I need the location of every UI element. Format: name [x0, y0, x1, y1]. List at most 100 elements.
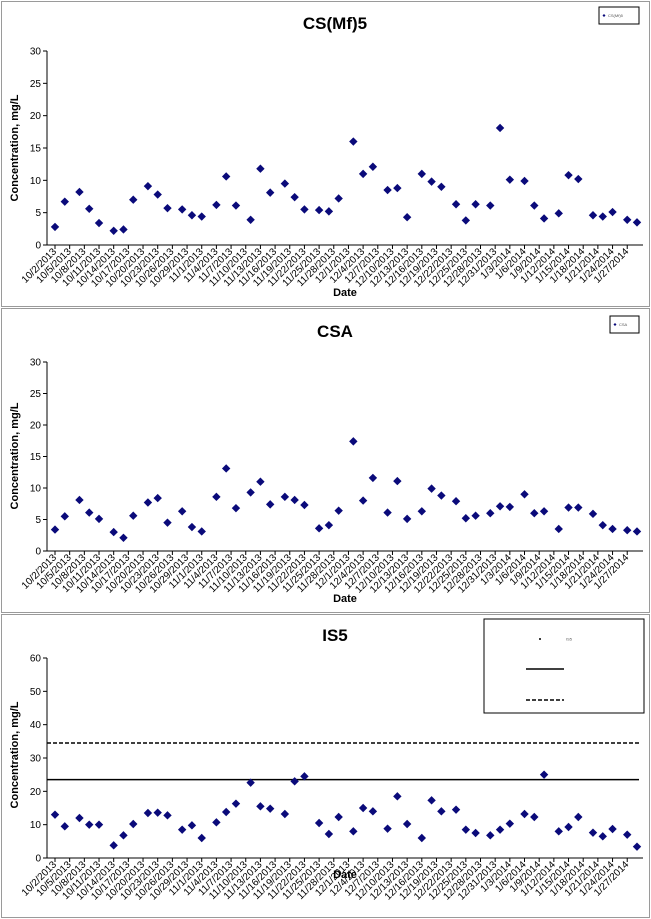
data-point: [187, 821, 197, 830]
data-point: [486, 831, 495, 840]
y-tick-label: 0: [35, 854, 41, 865]
legend-marker: [539, 638, 541, 640]
data-point: [539, 507, 549, 516]
data-point: [358, 169, 368, 179]
y-tick-label: 30: [30, 47, 42, 58]
y-tick-label: 10: [30, 484, 42, 495]
data-point: [280, 809, 290, 819]
data-point: [461, 216, 471, 225]
data-point: [143, 498, 153, 507]
data-point: [50, 810, 60, 819]
data-point: [608, 524, 617, 534]
data-point: [461, 825, 471, 834]
data-point: [314, 818, 324, 828]
legend: CSA: [609, 315, 640, 334]
data-point: [368, 807, 378, 816]
data-point: [231, 799, 241, 808]
data-point: [574, 503, 583, 512]
y-tick-label: 5: [35, 208, 41, 219]
data-point: [530, 812, 539, 822]
legend: IS5: [483, 618, 645, 714]
legend-label: CSA: [619, 322, 628, 327]
data-point: [417, 507, 427, 516]
data-point: [324, 520, 334, 530]
legend-box: [609, 315, 640, 334]
y-tick-label: 10: [30, 176, 42, 187]
data-point: [153, 493, 162, 503]
data-point: [197, 212, 206, 221]
data-point: [324, 207, 334, 216]
data-point: [358, 803, 368, 813]
data-point: [539, 770, 549, 779]
data-point: [564, 170, 573, 180]
data-point: [212, 200, 221, 210]
data-point: [221, 172, 231, 181]
data-point: [60, 197, 69, 206]
data-point: [129, 511, 138, 520]
y-tick-label: 30: [30, 358, 42, 369]
data-point: [598, 520, 607, 530]
chart-panel-is5: IS5 0 10 20 30 40 50 60 10/2/2013 10/5/2013 10/8/2…: [1, 614, 650, 918]
data-point: [554, 524, 563, 534]
data-point: [427, 796, 436, 805]
y-axis-title: Concentration, mg/L: [9, 701, 21, 808]
data-point: [461, 514, 471, 523]
x-axis-title: Date: [333, 869, 357, 881]
y-tick-label: 20: [30, 421, 42, 432]
y-tick-label: 15: [30, 452, 42, 463]
data-point: [539, 214, 549, 223]
data-point: [231, 503, 241, 513]
data-point: [129, 195, 138, 204]
data-point: [564, 503, 573, 512]
data-point: [530, 509, 539, 518]
data-point: [197, 833, 206, 843]
data-point: [256, 802, 265, 811]
data-point: [334, 812, 343, 822]
data-point: [177, 825, 187, 834]
legend-marker: [602, 14, 606, 17]
data-point: [437, 491, 446, 500]
data-point: [334, 194, 343, 203]
data-point: [598, 832, 607, 841]
data-point: [623, 526, 632, 535]
y-tick-label: 25: [30, 389, 42, 400]
data-point: [265, 500, 275, 509]
data-point: [50, 222, 60, 232]
data-point: [368, 162, 378, 171]
data-point: [60, 822, 69, 831]
legend-box: [598, 6, 640, 25]
chart-svg-is5: IS5010203040506010/2/201310/5/201310/8/2…: [9, 618, 645, 903]
data-point: [564, 822, 573, 832]
data-point: [231, 201, 241, 210]
data-point: [427, 484, 436, 493]
data-point: [119, 225, 128, 234]
data-point: [486, 509, 495, 518]
chart-title: CSA: [317, 322, 353, 341]
data-point: [451, 200, 461, 209]
data-point: [530, 201, 539, 210]
data-point: [94, 218, 104, 228]
data-point: [314, 524, 324, 533]
data-point: [427, 177, 436, 186]
data-point: [471, 200, 480, 209]
data-point: [402, 212, 412, 222]
data-point: [109, 841, 118, 850]
data-point: [393, 183, 402, 193]
data-point: [554, 209, 563, 218]
data-point: [143, 808, 153, 818]
data-point: [280, 492, 290, 502]
y-axis-title: Concentration, mg/L: [9, 402, 21, 509]
data-point: [163, 811, 172, 820]
chart-svg-csa: CSA05101520253010/2/201310/5/201310/8/20…: [9, 315, 643, 605]
data-point: [75, 813, 84, 823]
data-point: [554, 827, 563, 836]
data-point: [520, 490, 529, 499]
data-point: [119, 533, 128, 542]
data-point: [495, 502, 505, 511]
legend-label: IS5: [566, 637, 573, 642]
data-point: [85, 204, 94, 213]
data-point: [574, 174, 583, 184]
data-point: [177, 507, 187, 516]
y-tick-label: 5: [35, 515, 41, 526]
data-point: [75, 187, 84, 197]
